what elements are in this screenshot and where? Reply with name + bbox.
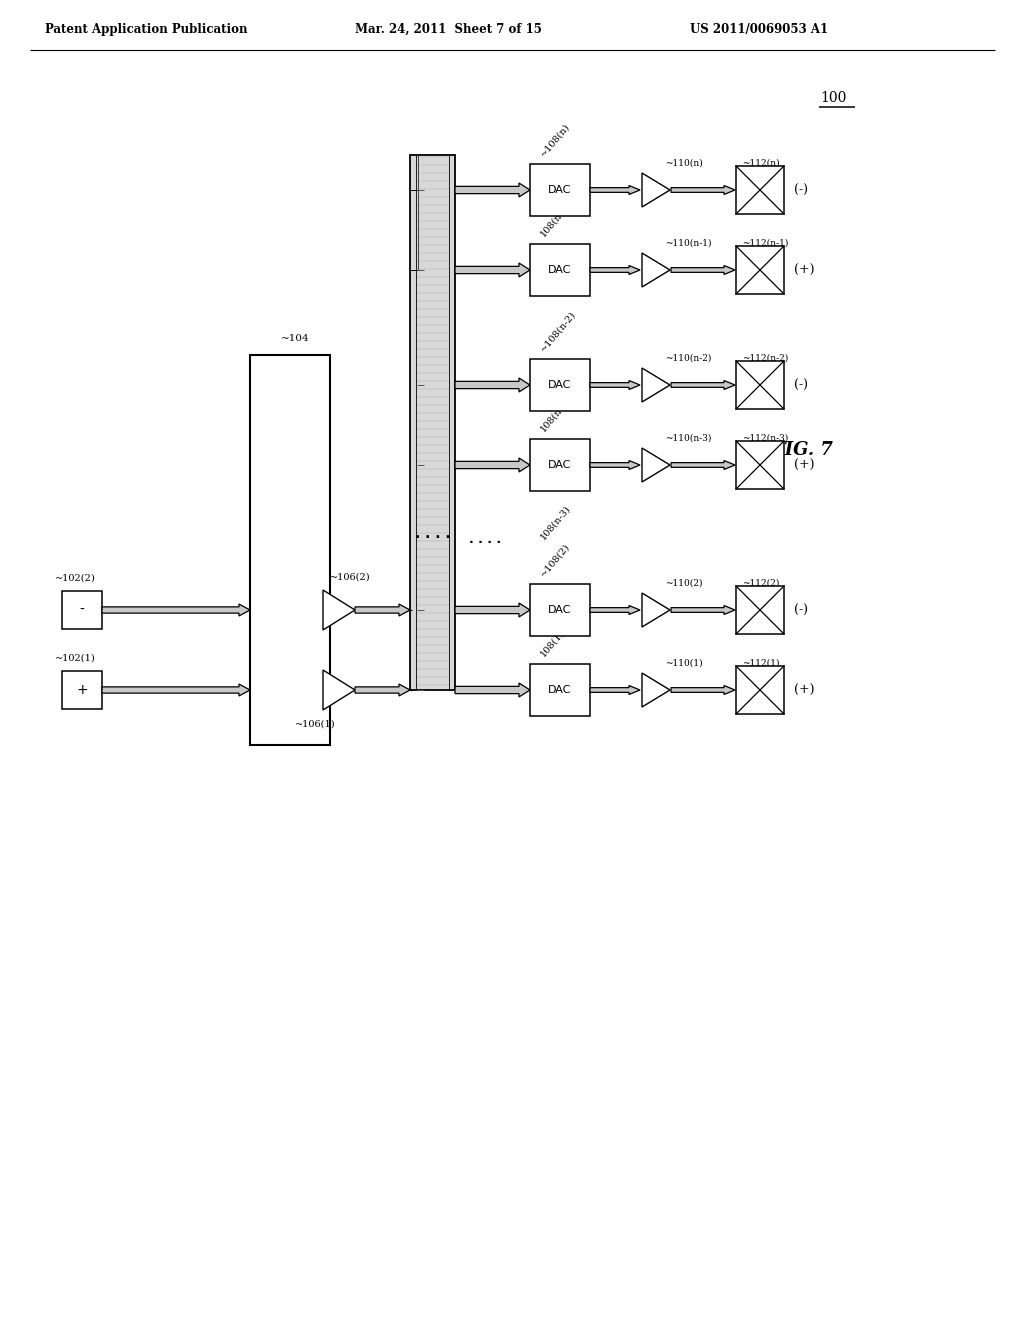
Text: ~112(2): ~112(2) (742, 579, 779, 587)
Text: ~108(n): ~108(n) (538, 121, 571, 158)
Text: ~108(n-2): ~108(n-2) (538, 309, 578, 352)
Polygon shape (323, 671, 355, 710)
Polygon shape (671, 606, 735, 615)
Text: US 2011/0069053 A1: US 2011/0069053 A1 (690, 22, 828, 36)
Text: DAC: DAC (548, 605, 571, 615)
Bar (530, 359, 590, 411)
Text: ~112(1): ~112(1) (742, 659, 779, 668)
Text: ~110(n-3): ~110(n-3) (665, 434, 712, 444)
Text: DAC: DAC (548, 185, 571, 195)
Bar (736, 667, 784, 714)
Text: Mar. 24, 2011  Sheet 7 of 15: Mar. 24, 2011 Sheet 7 of 15 (355, 22, 542, 36)
Polygon shape (642, 368, 670, 403)
Bar (250, 355, 330, 744)
Bar (530, 164, 590, 216)
Polygon shape (671, 380, 735, 389)
Bar (736, 441, 784, 488)
Text: ~104: ~104 (281, 334, 309, 343)
Text: ~108(2): ~108(2) (538, 541, 571, 578)
Polygon shape (671, 186, 735, 194)
Polygon shape (671, 461, 735, 470)
Text: 108(n-3): 108(n-3) (538, 395, 572, 433)
Polygon shape (671, 265, 735, 275)
Polygon shape (590, 685, 640, 694)
Text: ~106(2): ~106(2) (330, 573, 371, 582)
Text: · · · ·: · · · · (415, 531, 451, 544)
Polygon shape (642, 673, 670, 708)
Polygon shape (642, 253, 670, 286)
Text: (+): (+) (794, 264, 814, 276)
Text: 100: 100 (820, 91, 847, 106)
Text: ~112(n): ~112(n) (742, 158, 779, 168)
Polygon shape (671, 685, 735, 694)
Text: 108(n-3): 108(n-3) (538, 503, 572, 541)
Polygon shape (102, 605, 250, 616)
Text: ~102(1): ~102(1) (55, 653, 96, 663)
Text: ~110(2): ~110(2) (665, 579, 702, 587)
Text: 108(1): 108(1) (538, 627, 566, 657)
Text: DAC: DAC (548, 265, 571, 275)
Text: ~110(1): ~110(1) (665, 659, 702, 668)
Bar (736, 166, 784, 214)
Text: DAC: DAC (548, 380, 571, 389)
Text: FIG. 7: FIG. 7 (772, 441, 833, 459)
Text: ~106(1): ~106(1) (295, 719, 335, 729)
Polygon shape (590, 606, 640, 615)
Text: ~110(n-2): ~110(n-2) (665, 354, 712, 363)
Text: (-): (-) (794, 603, 808, 616)
Text: -: - (80, 603, 84, 616)
Bar (530, 583, 590, 636)
Polygon shape (355, 684, 410, 696)
Bar (410, 154, 455, 690)
Bar (530, 440, 590, 491)
Text: ~110(n): ~110(n) (665, 158, 702, 168)
Polygon shape (590, 461, 640, 470)
Polygon shape (455, 378, 530, 392)
Bar (62, 591, 102, 630)
Polygon shape (455, 183, 530, 197)
Text: ~110(n-1): ~110(n-1) (665, 239, 712, 248)
Bar (62, 671, 102, 709)
Text: (-): (-) (794, 379, 808, 392)
Polygon shape (102, 684, 250, 696)
Text: (+): (+) (794, 458, 814, 471)
Polygon shape (355, 605, 410, 616)
Text: +: + (76, 682, 88, 697)
Polygon shape (590, 380, 640, 389)
Bar (736, 586, 784, 634)
Text: ~112(n-2): ~112(n-2) (742, 354, 788, 363)
Polygon shape (455, 458, 530, 473)
Text: DAC: DAC (548, 459, 571, 470)
Text: · · · ·: · · · · (469, 536, 501, 549)
Text: DAC: DAC (548, 685, 571, 696)
Polygon shape (642, 173, 670, 207)
Polygon shape (590, 186, 640, 194)
Polygon shape (455, 682, 530, 697)
Polygon shape (455, 263, 530, 277)
Text: ~102(2): ~102(2) (55, 574, 96, 583)
Polygon shape (642, 593, 670, 627)
Text: Patent Application Publication: Patent Application Publication (45, 22, 248, 36)
Bar (736, 246, 784, 294)
Polygon shape (455, 603, 530, 616)
Polygon shape (323, 590, 355, 630)
Text: 108(n-1): 108(n-1) (538, 201, 572, 238)
Text: ~112(n-1): ~112(n-1) (742, 239, 788, 248)
Text: (+): (+) (794, 684, 814, 697)
Bar (530, 244, 590, 296)
Bar (736, 360, 784, 409)
Polygon shape (590, 265, 640, 275)
Bar (530, 664, 590, 715)
Text: ~112(n-3): ~112(n-3) (742, 434, 788, 444)
Polygon shape (642, 447, 670, 482)
Text: (-): (-) (794, 183, 808, 197)
